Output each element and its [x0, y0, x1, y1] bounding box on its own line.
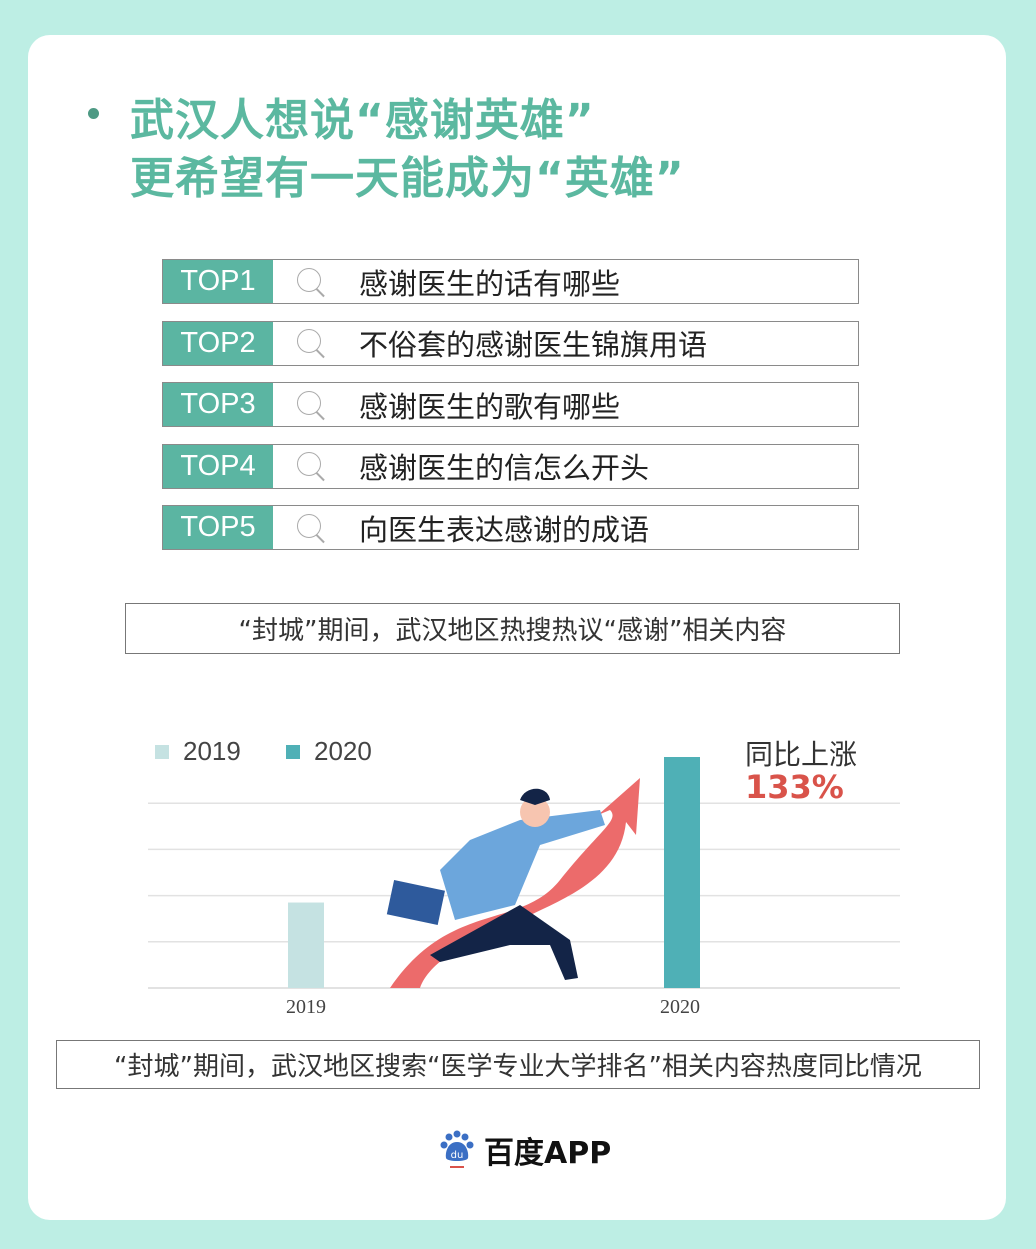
person-hair-illustration: [520, 788, 550, 805]
person-torso-illustration: [440, 810, 605, 920]
search-icon: [295, 266, 327, 298]
search-row: TOP2 不俗套的感谢医生锦旗用语: [162, 320, 859, 366]
briefcase-illustration: [386, 879, 445, 926]
legend-label: 2020: [314, 736, 372, 766]
search-icon: [295, 327, 327, 359]
brand-name: 百度APP: [484, 1136, 612, 1171]
legend-swatch: [286, 744, 300, 759]
search-icon: [295, 512, 327, 544]
search-query: 感谢医生的歌有哪些: [359, 389, 621, 424]
search-row: TOP5 向医生表达感谢的成语: [162, 505, 859, 550]
search-row: TOP4 感谢医生的信怎么开头: [162, 443, 859, 489]
rising-arrow-illustration: [390, 778, 640, 988]
rank-tag: TOP1: [163, 260, 273, 303]
title-line-1: 武汉人想说“感谢英雄”: [130, 95, 595, 146]
bullet: [88, 108, 99, 119]
search-icon: [295, 389, 327, 421]
person-head-illustration: [520, 797, 550, 827]
card: [28, 35, 1006, 1220]
paw-icon: du: [440, 1130, 474, 1168]
legend-2019: 2019: [155, 736, 241, 767]
baidu-logo: du 百度APP: [440, 1128, 611, 1172]
search-query: 感谢医生的信怎么开头: [359, 451, 650, 485]
rank-tag: TOP2: [163, 321, 273, 365]
search-query: 感谢医生的话有哪些: [359, 266, 621, 301]
caption-search: “封城”期间，武汉地区热搜热议“感谢”相关内容: [125, 603, 900, 654]
rank-tag: TOP5: [163, 506, 273, 549]
title-line-2: 更希望有一天能成为“英雄”: [130, 153, 685, 204]
caption-chart: “封城”期间，武汉地区搜索“医学专业大学排名”相关内容热度同比情况: [56, 1040, 980, 1089]
rank-tag: TOP3: [163, 383, 273, 426]
search-row: TOP1 感谢医生的话有哪些: [162, 259, 859, 304]
x-tick-label: 2019: [286, 996, 326, 1018]
svg-text:du: du: [451, 1150, 464, 1161]
legend-label: 2019: [183, 736, 241, 766]
rank-tag: TOP4: [163, 444, 273, 488]
bar-2020: [664, 757, 700, 988]
annotation-value: 133%: [745, 768, 844, 806]
bar-2019: [288, 902, 324, 988]
legend-2020: 2020: [286, 736, 372, 767]
search-query: 向医生表达感谢的成语: [359, 512, 650, 547]
search-icon: [295, 450, 327, 482]
page-title: 武汉人想说“感谢英雄” 更希望有一天能成为“英雄”: [130, 92, 685, 208]
x-tick-label: 2020: [660, 996, 700, 1018]
search-query: 不俗套的感谢医生锦旗用语: [359, 328, 708, 362]
annotation-label: 同比上涨: [745, 738, 858, 771]
legend-swatch: [155, 744, 169, 759]
search-row: TOP3 感谢医生的歌有哪些: [162, 382, 859, 427]
person-legs-illustration: [430, 905, 578, 980]
